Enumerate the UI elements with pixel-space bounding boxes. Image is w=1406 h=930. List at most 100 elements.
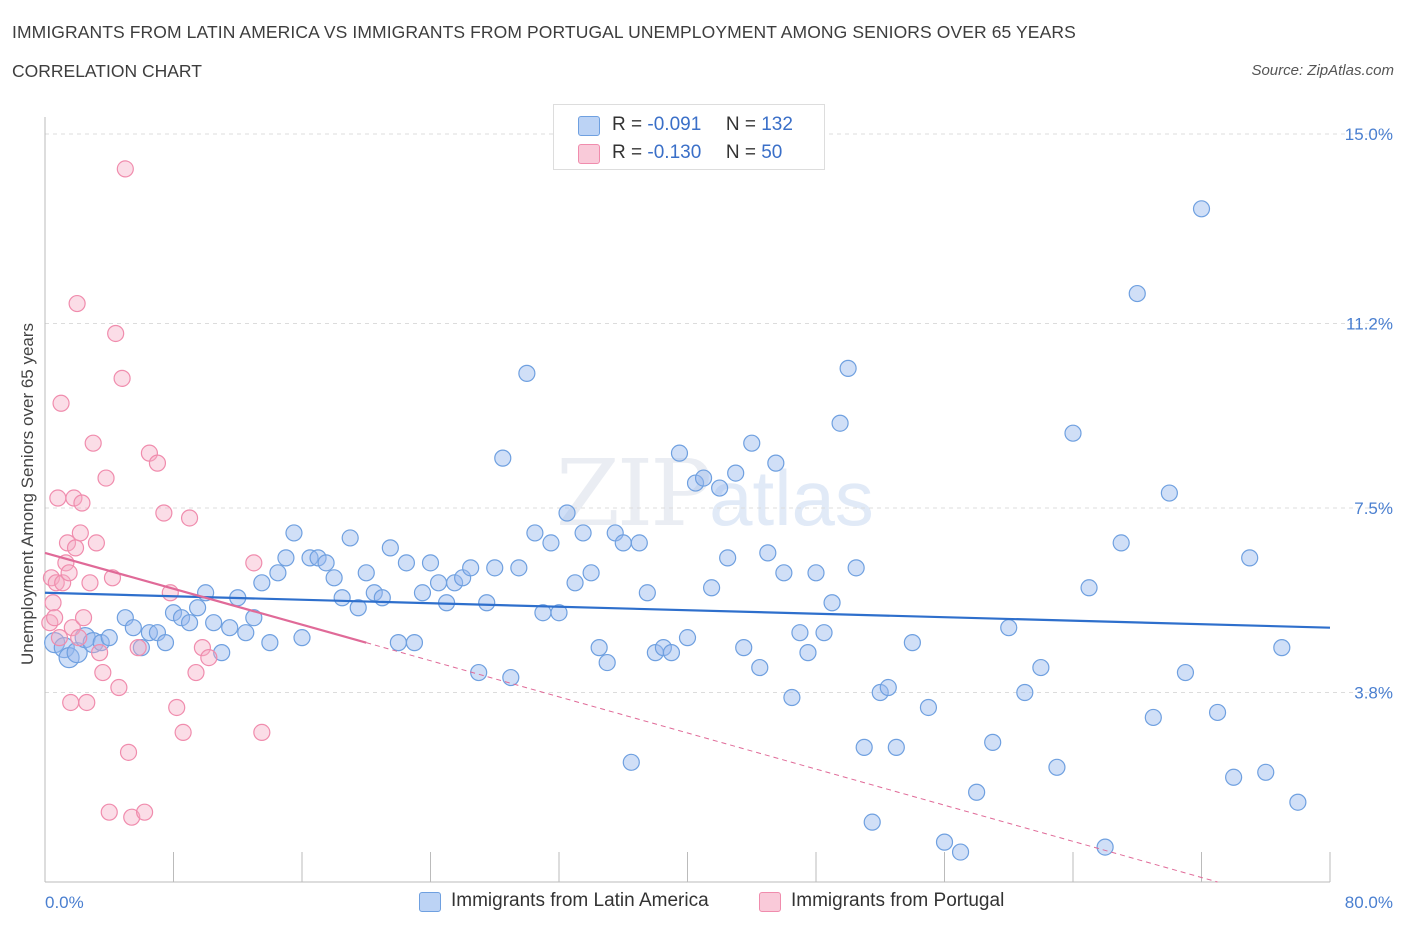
latin-america-point [1016,683,1034,702]
latin-america-point [1048,758,1066,776]
latin-america-point [566,574,584,592]
portugal-point [148,454,167,472]
latin-america-point [984,733,1002,751]
latin-america-point [799,644,817,662]
portugal-point [62,693,80,712]
latin-america-point [317,554,335,572]
latin-america-point [590,639,608,657]
latin-america-point [44,632,66,654]
latin-america-point [759,544,777,562]
bottom-legend-label: Immigrants from Portugal [791,890,1005,911]
latin-america-point [1032,658,1050,677]
portugal-point [42,569,61,587]
portugal-point [110,678,128,697]
latin-america-point [421,554,440,572]
latin-america-point [494,449,512,467]
portugal-trend-line [44,551,367,644]
latin-america-point [462,559,480,577]
latin-america-point [502,668,520,687]
latin-america-point [397,554,416,572]
latin-america-point [180,614,199,632]
portugal-point [81,574,99,592]
portugal-point [73,494,91,512]
latin-america-point [783,688,801,707]
latin-america-point [1080,579,1098,597]
portugal-point [129,639,147,657]
latin-america-point [188,599,207,617]
portugal-point [253,723,271,742]
portugal-point [100,803,118,821]
portugal-point [116,160,134,178]
latin-america-point [413,584,432,602]
latin-america-point [951,843,970,861]
portugal-point [180,509,199,527]
portugal-points [41,160,271,826]
axes [44,117,1331,883]
latin-america-point [823,594,841,612]
portugal-point [107,324,125,343]
latin-america-point [156,634,175,652]
latin-america-point [711,479,729,497]
latin-america-point [775,564,793,582]
x-tick-label-max: 80.0% [1345,893,1393,912]
latin-america-point [124,619,142,637]
chart-subtitle: CORRELATION CHART [12,61,202,81]
latin-america-point [630,534,648,552]
latin-america-point [1128,284,1146,303]
latin-america-point [470,663,488,682]
latin-america-point [486,559,504,577]
latin-america-point [261,634,279,652]
latin-america-point [847,559,865,577]
latin-america-point [373,589,391,607]
portugal-point [87,534,106,552]
portugal-point [123,808,141,826]
latin-america-point [542,534,560,552]
latin-america-point [968,783,986,801]
latin-america-point [574,524,592,542]
latin-america-point [518,364,536,382]
grid-lines [45,133,1390,694]
portugal-point [119,743,138,761]
latin-america-point [53,637,75,659]
portugal-point [174,723,192,742]
latin-america-point [743,434,761,452]
latin-america-point [205,614,223,632]
zipatlas-watermark: ZIPatlas [556,440,874,547]
portugal-point [71,524,89,542]
portugal-point [74,609,93,627]
latin-america-point [526,524,544,542]
latin-america-point [662,644,681,662]
latin-america-point [831,414,849,432]
latin-america-point [815,624,833,642]
legend-latin-text: R = -0.091 N = 132 [612,114,793,136]
latin-america-point [389,634,407,652]
latin-america-point [269,564,287,582]
latin-america-point [325,569,343,587]
trend-lines [44,551,1331,883]
latin-america-point [1160,484,1178,502]
portugal-point [44,594,62,612]
latin-america-points [44,200,1307,861]
portugal-point [52,394,70,412]
latin-america-point [702,579,721,597]
latin-america-point [1273,639,1291,657]
portugal-point [41,614,59,632]
latin-america-point [333,589,351,607]
latin-america-point [903,634,921,652]
latin-america-point [1225,768,1243,786]
portugal-point [200,648,218,667]
portugal-swatch [578,144,600,164]
portugal-point [168,698,186,717]
x-tick-label-min: 0.0% [45,893,84,912]
latin-america-point [622,753,640,771]
latin-america-point [550,604,568,622]
latin-america-point [719,549,737,567]
source-credit: Source: ZipAtlas.com [1251,62,1394,79]
portugal-point [47,574,65,592]
legend-n-value-latin: 132 [761,114,793,135]
latin-america-point [349,599,367,617]
portugal-trend-extension [366,642,1218,883]
latin-america-point [1064,424,1082,442]
portugal-point [50,629,69,647]
latin-america-point [1241,549,1259,567]
